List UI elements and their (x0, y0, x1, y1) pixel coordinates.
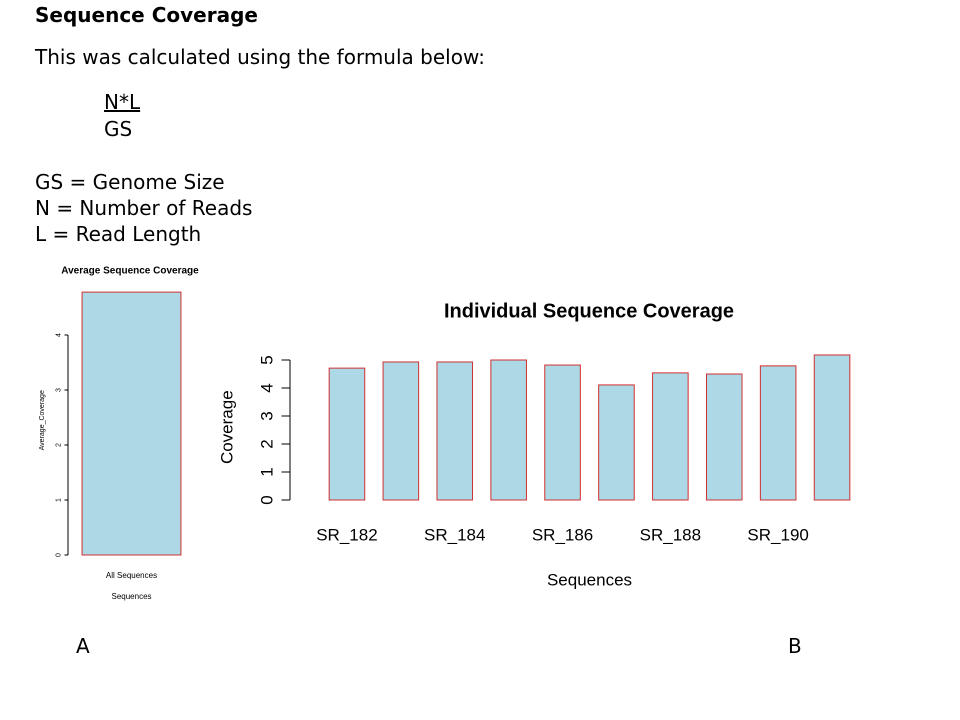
y-tick-label: 2 (257, 439, 276, 448)
x-tick-label: SR_186 (532, 525, 593, 544)
x-tick-label: SR_190 (747, 525, 808, 544)
x-axis-label: Sequences (547, 570, 632, 589)
bar (705, 373, 743, 501)
x-tick-label: SR_188 (640, 525, 701, 544)
chart-title: Individual Sequence Coverage (444, 300, 734, 322)
bar (759, 365, 797, 501)
panel-label: B (788, 634, 802, 658)
heading: Sequence Coverage (35, 3, 258, 27)
y-tick-label: 4 (56, 333, 63, 337)
y-tick-label: 0 (56, 553, 63, 557)
definition: GS = Genome Size (35, 170, 225, 194)
y-axis-label: Coverage (217, 390, 236, 464)
y-tick-label: 2 (56, 443, 63, 447)
y-tick-label: 0 (257, 495, 276, 504)
y-tick-label: 1 (56, 498, 63, 502)
y-tick-label: 4 (257, 383, 276, 392)
definition: N = Number of Reads (35, 196, 253, 220)
bar (382, 361, 420, 501)
formula-denominator: GS (104, 117, 133, 141)
x-axis-label: Sequences (111, 592, 151, 601)
intro: This was calculated using the formula be… (35, 45, 485, 69)
bar (813, 354, 851, 501)
bar (436, 361, 474, 501)
bar (544, 364, 581, 501)
bar (490, 359, 527, 501)
panel-label: A (76, 634, 90, 658)
bar (81, 291, 182, 556)
y-tick-label: 5 (257, 355, 276, 364)
y-axis-label: Average_Coverage (39, 390, 46, 450)
bar (598, 384, 635, 501)
x-tick-label: All Sequences (106, 571, 157, 580)
y-tick-label: 3 (257, 411, 276, 420)
x-tick-label: SR_182 (316, 525, 377, 544)
y-tick-label: 1 (257, 467, 276, 476)
formula-numerator: N*L (104, 90, 141, 114)
y-tick-label: 3 (56, 388, 63, 392)
chart-title: Average Sequence Coverage (61, 266, 199, 277)
bar (652, 372, 689, 501)
bar (328, 367, 366, 501)
definition: L = Read Length (35, 222, 202, 246)
x-tick-label: SR_184 (424, 525, 485, 544)
